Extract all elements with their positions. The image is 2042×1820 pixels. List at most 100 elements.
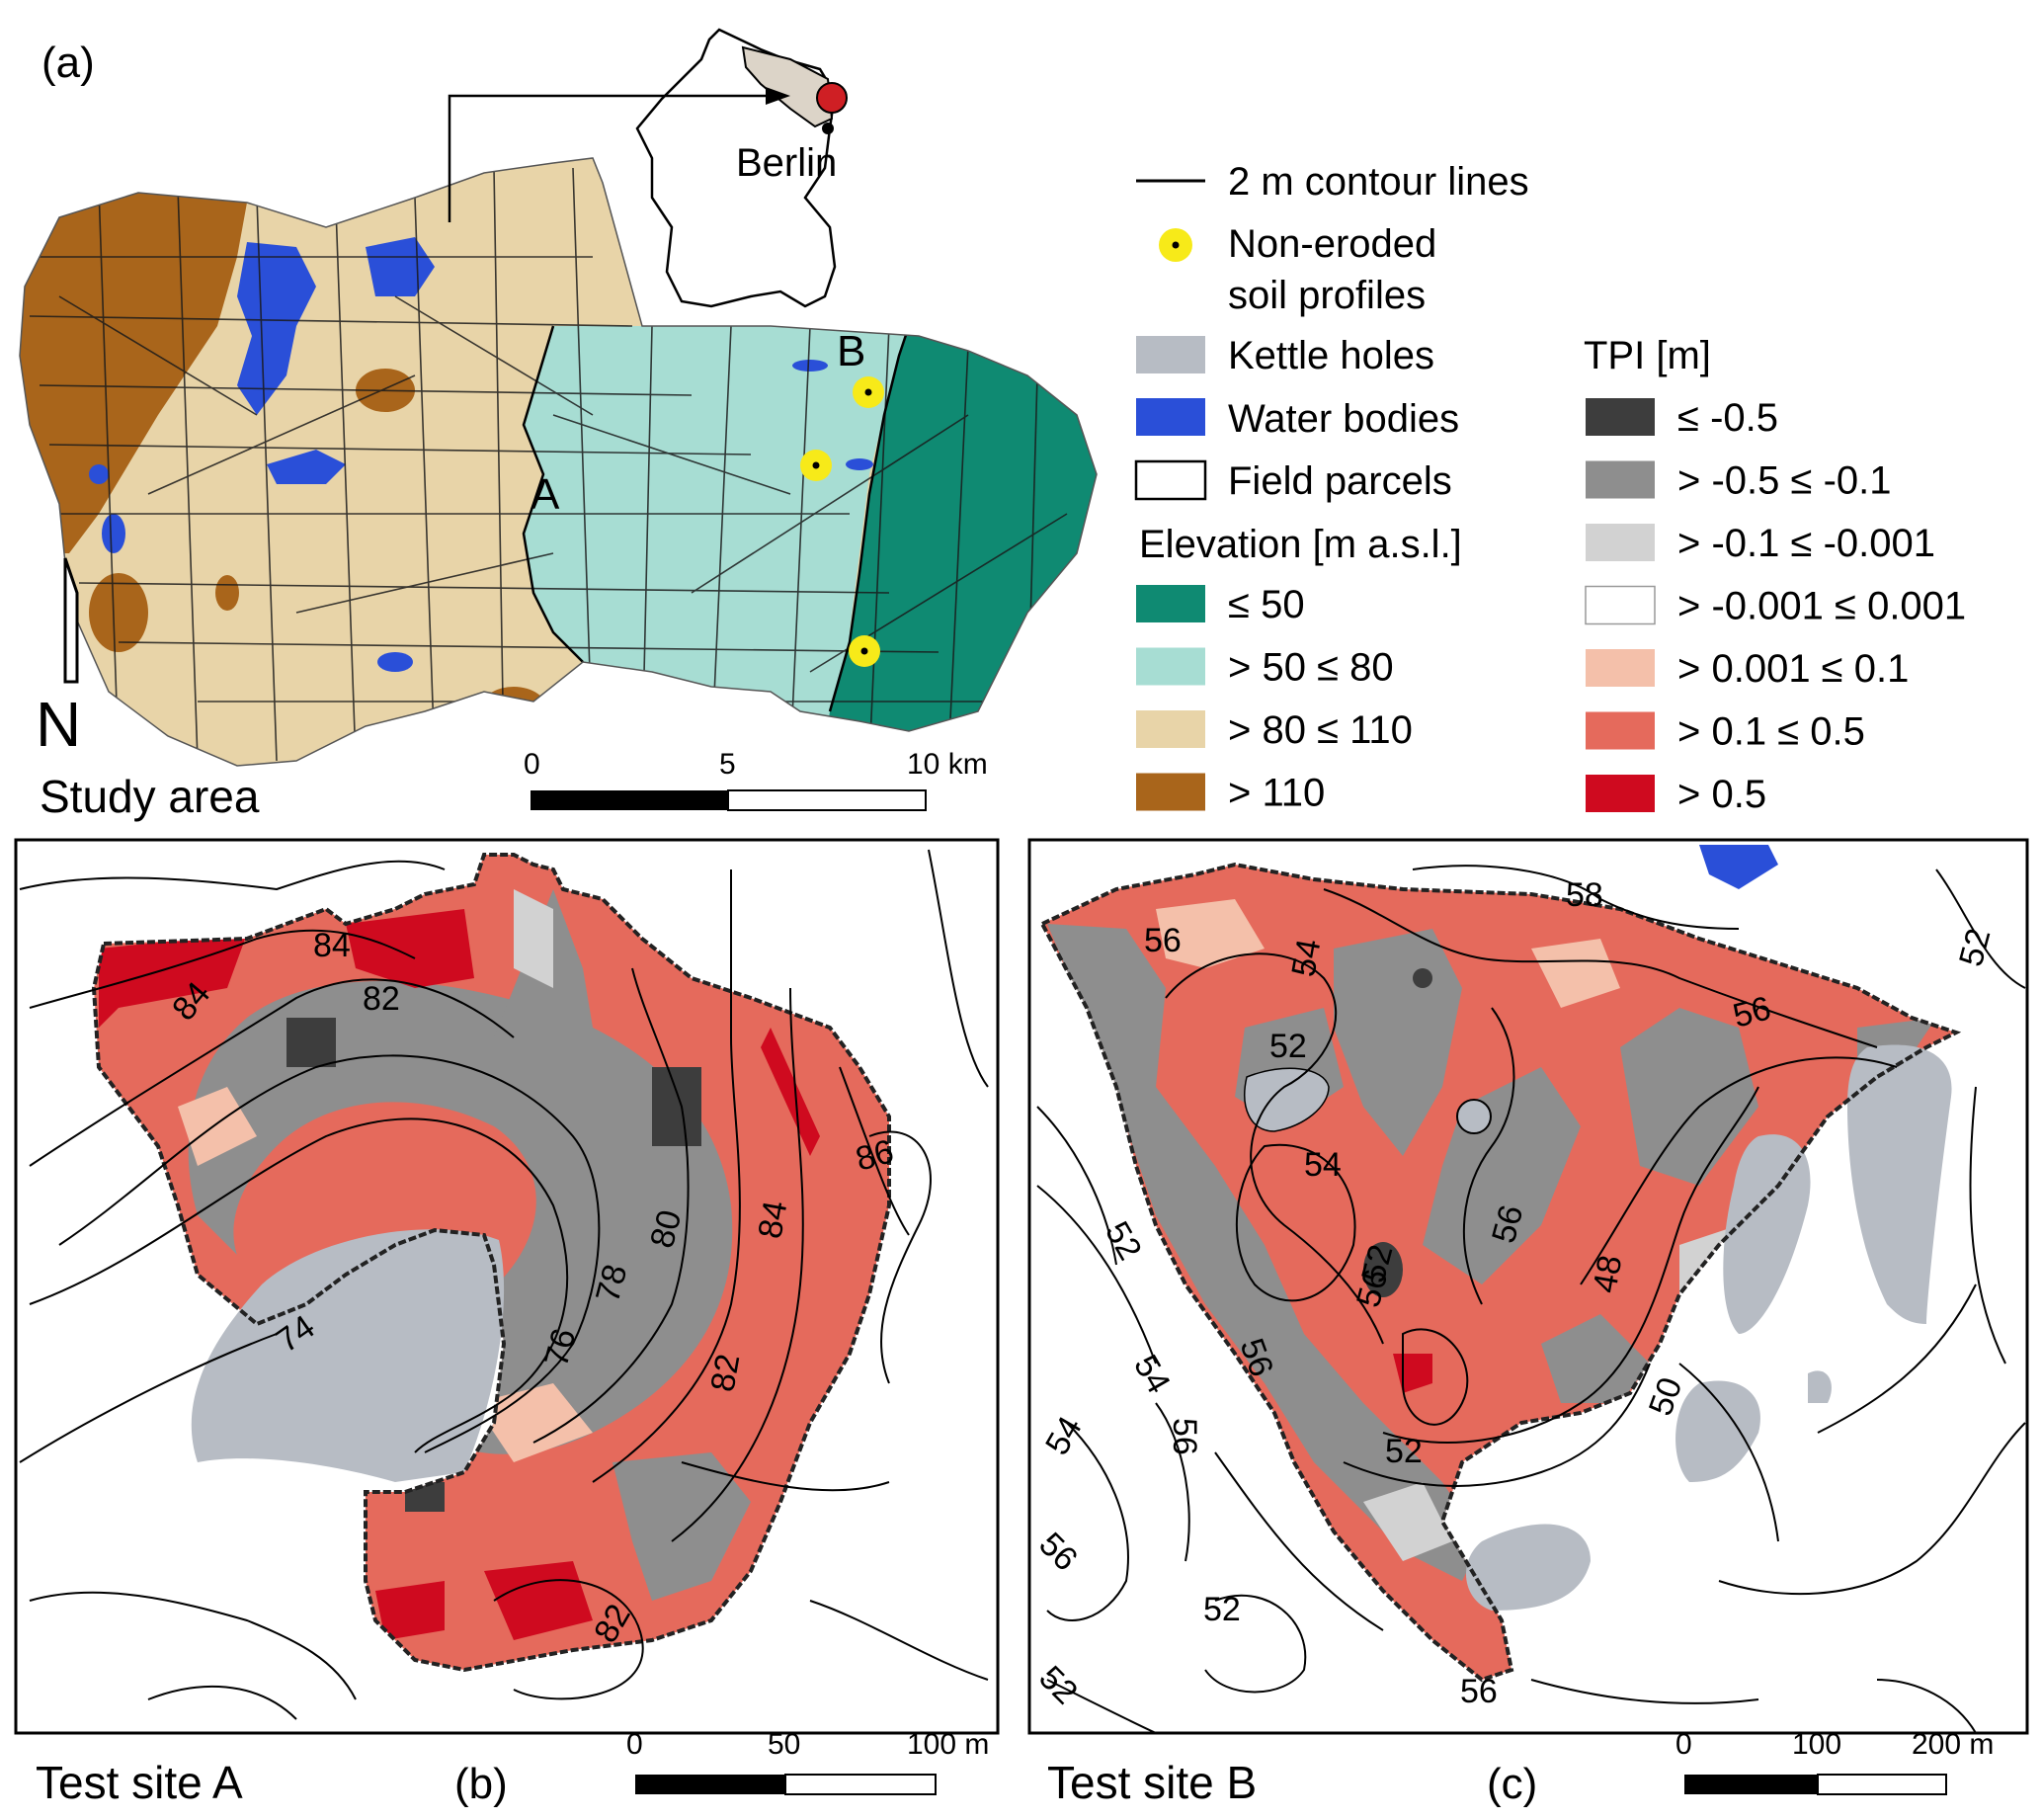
contour-lines-site-b — [1036, 865, 2026, 1733]
contour-label: 58 — [1566, 876, 1603, 914]
site-a-boundary — [91, 853, 891, 1673]
legend-water-swatch — [1136, 398, 1205, 436]
contour-label: 56 — [1144, 922, 1182, 959]
contour-lines-site-a — [19, 849, 989, 1720]
kettle-hole — [1847, 1044, 1952, 1324]
elevation-patch — [215, 575, 239, 611]
soil-profile-markers — [800, 376, 884, 667]
inset-connector-arrowhead — [766, 87, 790, 105]
legend-tpi-class-label: > 0.5 — [1677, 773, 1766, 816]
contour-label: 56 — [1166, 1418, 1203, 1455]
contour-label: 54 — [1284, 937, 1328, 980]
water-body — [102, 514, 125, 553]
legend-elevation-class-label: > 80 ≤ 110 — [1228, 708, 1413, 752]
legend-tpi-class-swatch — [1586, 524, 1655, 561]
legend-tpi-class-label: ≤ -0.5 — [1677, 396, 1778, 440]
kettle-hole — [1675, 1380, 1760, 1482]
tpi-strong-negative — [1363, 1242, 1403, 1297]
contour-label: 84 — [751, 1199, 794, 1242]
contour-label: 52 — [1203, 1591, 1241, 1628]
site-b-marker-label: B — [837, 327, 865, 375]
panel-b-tag: (b) — [454, 1760, 508, 1808]
tpi-negative-zone — [1047, 924, 1482, 1581]
legend-elevation-class-swatch — [1136, 585, 1205, 622]
water-body — [237, 242, 316, 415]
scale-bar-segment — [635, 1775, 785, 1794]
water-body — [267, 450, 346, 484]
scale-tick-label: 0 — [1675, 1728, 1692, 1761]
scale-bar-segment — [1817, 1774, 1947, 1795]
scale-tick-label: 200 m — [1912, 1728, 1994, 1761]
study-area-outline — [19, 157, 1098, 767]
contour-label: 56 — [1460, 1673, 1498, 1710]
legend-elevation-class-swatch — [1136, 710, 1205, 748]
study-area-inset-marker — [816, 82, 848, 114]
north-arrow-icon — [63, 557, 79, 684]
scale-bar-a: 0 5 10 km — [524, 748, 988, 811]
legend-tpi-class-label: > 0.1 ≤ 0.5 — [1677, 710, 1865, 754]
contour-label: 84 — [313, 927, 351, 964]
site-b-boundary — [1039, 862, 1962, 1683]
scale-tick-label: 10 km — [907, 748, 988, 781]
contour-label: 52 — [1385, 1433, 1423, 1470]
legend-tpi-class-label: > -0.001 ≤ 0.001 — [1677, 585, 1966, 628]
germany-inset: Berlin — [635, 28, 848, 308]
scale-tick-label: 50 — [768, 1728, 800, 1761]
kettle-hole — [1723, 1134, 1811, 1334]
tpi-strong-positive — [99, 934, 247, 1028]
kettle-hole — [1244, 1067, 1330, 1132]
legend-contour-label: 2 m contour lines — [1228, 160, 1529, 204]
panel-b: 84 84 82 86 80 78 76 74 84 82 82 Test si… — [14, 838, 1000, 1808]
kettle-hole — [1465, 1524, 1591, 1611]
panel-a-title: Study area — [40, 771, 260, 822]
scale-tick-label: 100 m — [907, 1728, 989, 1761]
scale-tick-label: 0 — [524, 748, 540, 781]
scale-bar-b: 0 50 100 m — [626, 1728, 989, 1795]
legend-elevation-class-label: > 50 ≤ 80 — [1228, 646, 1394, 690]
legend-tpi-class-swatch — [1586, 775, 1655, 812]
tpi-strong-negative — [286, 1018, 336, 1067]
legend-elevation-title: Elevation [m a.s.l.] — [1139, 523, 1462, 566]
legend-tpi-classes: ≤ -0.5 > -0.5 ≤ -0.1 > -0.1 ≤ -0.001 > -0.0… — [1585, 396, 1966, 816]
legend-profile-label-line2: soil profiles — [1228, 274, 1426, 317]
legend-tpi-class-swatch — [1585, 585, 1656, 625]
legend-kettle-swatch — [1136, 336, 1205, 373]
federal-state-highlight — [741, 45, 834, 128]
legend-tpi-title: TPI [m] — [1584, 334, 1711, 377]
scale-bar-segment — [727, 789, 927, 811]
contour-label: 52 — [1269, 1028, 1307, 1065]
scale-bar-segment — [531, 790, 728, 810]
tpi-strong-negative — [652, 1067, 701, 1146]
legend-profile-label-line1: Non-eroded — [1228, 222, 1436, 266]
scale-bar-segment — [1684, 1775, 1818, 1794]
panel-a-tag: (a) — [41, 39, 95, 87]
contour-label: 54 — [1304, 1146, 1342, 1184]
elevation-50-80-zone — [524, 326, 909, 721]
water-body — [846, 458, 873, 470]
legend-elevation-class-label: > 110 — [1228, 772, 1325, 815]
legend-tpi-class-swatch — [1586, 649, 1655, 687]
scale-bar-segment — [784, 1774, 937, 1795]
water-body — [1699, 845, 1778, 889]
legend-parcel-label: Field parcels — [1228, 459, 1452, 503]
legend-elevation-class-label: ≤ 50 — [1228, 583, 1305, 626]
legend-elevation-classes: ≤ 50 > 50 ≤ 80 > 80 ≤ 110 > 110 — [1136, 583, 1413, 815]
legend-tpi-class-label: > -0.5 ≤ -0.1 — [1677, 459, 1892, 503]
elevation-above-110-zone — [20, 158, 257, 553]
panel-b-title: Test site A — [36, 1757, 243, 1808]
legend-parcel-swatch — [1134, 459, 1207, 501]
legend-water-label: Water bodies — [1228, 397, 1459, 441]
panel-c: 58 56 54 52 52 56 54 56 52 56 48 50 52 5… — [1027, 838, 2029, 1808]
legend-elevation-class-swatch — [1136, 647, 1205, 686]
field-parcel-lines — [29, 167, 1068, 762]
legend-tpi-class-swatch — [1586, 711, 1655, 750]
kettle-hole — [1456, 1099, 1492, 1134]
legend-tpi-class-swatch — [1586, 460, 1655, 499]
scale-tick-label: 0 — [626, 1728, 643, 1761]
legend-kettle-label: Kettle holes — [1228, 334, 1434, 377]
scale-tick-label: 100 — [1792, 1728, 1841, 1761]
water-body — [377, 652, 413, 672]
north-arrow: N — [36, 557, 81, 760]
legend-tpi-class-swatch — [1586, 398, 1655, 436]
